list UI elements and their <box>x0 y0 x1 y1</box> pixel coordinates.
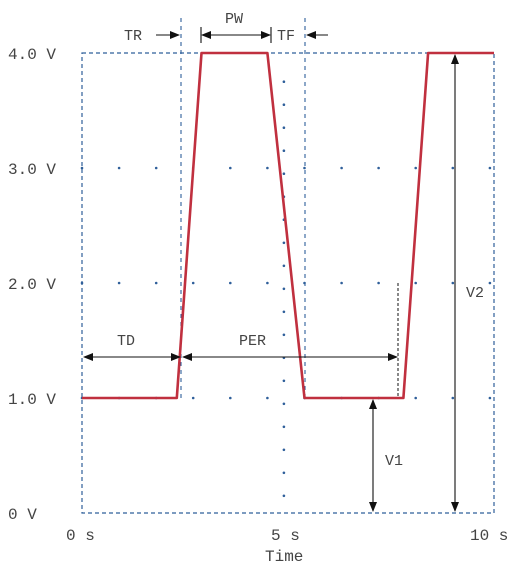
pulse-waveform <box>82 51 494 400</box>
grid-dot <box>377 281 380 285</box>
grid-dot <box>154 166 158 170</box>
grid-dot <box>303 166 306 170</box>
grid-dot <box>451 166 455 170</box>
grid-dot <box>488 166 492 170</box>
grid-dot <box>266 281 269 285</box>
grid-dot <box>282 241 286 245</box>
grid-dot <box>340 281 343 285</box>
grid-dot <box>282 471 286 475</box>
tr-label: TR <box>124 28 142 45</box>
grid-dot <box>282 425 286 429</box>
v2-label: V2 <box>466 285 484 302</box>
grid-dot <box>266 166 269 170</box>
per-label: PER <box>239 333 266 350</box>
v1-label: V1 <box>385 453 403 470</box>
grid-dot <box>282 126 286 129</box>
grid-dot <box>451 281 455 285</box>
grid-dot <box>229 396 232 400</box>
grid-dot <box>117 281 121 285</box>
grid-dot <box>282 287 286 291</box>
grid-dot <box>282 103 286 106</box>
grid-dot <box>414 396 418 400</box>
plot-frame <box>81 52 495 514</box>
grid-dot <box>191 281 195 285</box>
y-tick-2: 2.0 V <box>8 276 56 294</box>
grid-dot <box>340 166 343 170</box>
grid-dot <box>117 166 121 170</box>
grid-dot <box>414 166 418 170</box>
grid-dot <box>282 494 286 498</box>
grid-dot <box>282 448 286 452</box>
grid-dot <box>451 396 455 400</box>
grid-dot <box>191 396 195 400</box>
grid-dot <box>80 166 84 170</box>
x-tick-2: 10 s <box>470 527 508 545</box>
grid-dot <box>377 166 380 170</box>
grid-dot <box>488 281 492 285</box>
x-axis-title: Time <box>265 548 303 566</box>
grid-dot <box>282 149 286 152</box>
grid-dot <box>282 333 286 337</box>
grid-dot <box>154 281 158 285</box>
grid-dot <box>266 396 269 400</box>
grid-dot <box>80 281 84 285</box>
grid-dot <box>282 264 286 268</box>
grid-dot <box>414 281 418 285</box>
grid-dot <box>282 172 286 175</box>
x-tick-1: 5 s <box>271 527 300 545</box>
grid-dot <box>282 402 286 406</box>
td-label: TD <box>117 333 135 350</box>
x-tick-0: 0 s <box>66 527 95 545</box>
grid-dot <box>282 80 286 83</box>
y-tick-1: 1.0 V <box>8 391 56 409</box>
y-tick-4: 4.0 V <box>8 46 56 64</box>
y-tick-3: 3.0 V <box>8 161 56 179</box>
grid-dot <box>229 281 232 285</box>
pw-label: PW <box>225 11 243 28</box>
grid-dot <box>488 396 492 400</box>
grid-dot <box>282 310 286 314</box>
grid-dot <box>282 379 286 383</box>
tf-label: TF <box>277 28 295 45</box>
grid-dots <box>80 80 492 498</box>
grid-dot <box>229 166 232 170</box>
y-tick-0: 0 V <box>8 506 37 524</box>
